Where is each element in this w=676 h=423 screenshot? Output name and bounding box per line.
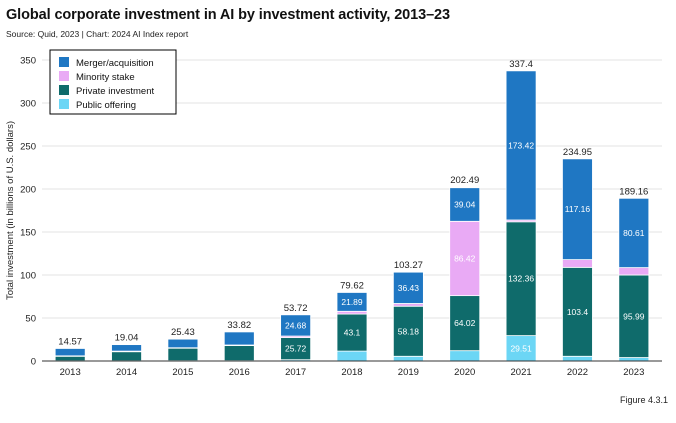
segment-value-label: 64.02 bbox=[454, 318, 476, 328]
legend-label: Private investment bbox=[76, 86, 155, 97]
bar-segment-merger-acquisition-2023 bbox=[618, 197, 650, 269]
bar-segment-private-investment-2016 bbox=[223, 345, 255, 362]
y-tick-label: 250 bbox=[20, 142, 36, 153]
bar-segment-merger-acquisition-2022 bbox=[562, 158, 593, 261]
bar-total-label: 189.16 bbox=[619, 186, 648, 197]
y-tick-label: 200 bbox=[20, 185, 36, 196]
x-tick-label: 2015 bbox=[172, 367, 193, 378]
bar-total-label: 103.27 bbox=[394, 260, 423, 271]
bar-total-label: 19.04 bbox=[115, 333, 139, 344]
bar-total-label: 33.82 bbox=[227, 320, 251, 331]
y-tick-label: 0 bbox=[31, 357, 36, 368]
bar-segment-private-investment-2021 bbox=[505, 221, 537, 337]
y-tick-label: 100 bbox=[20, 271, 36, 282]
bar-total-label: 25.43 bbox=[171, 327, 195, 338]
x-tick-label: 2022 bbox=[567, 367, 588, 378]
bar-segment-private-investment-2018 bbox=[336, 313, 368, 352]
legend-box bbox=[49, 49, 177, 115]
segment-value-label: 36.43 bbox=[398, 283, 420, 293]
legend-swatch-private-investment bbox=[59, 85, 69, 95]
x-tick-label: 2016 bbox=[229, 367, 250, 378]
bar-segment-public-offering-2019 bbox=[392, 355, 424, 362]
legend-swatch-public-offering bbox=[59, 99, 69, 109]
bar-total-label: 14.57 bbox=[58, 336, 82, 347]
bar-segment-private-investment-2014 bbox=[111, 351, 142, 362]
figure-label: Figure 4.3.1 bbox=[619, 395, 668, 405]
x-tick-label: 2018 bbox=[341, 367, 362, 378]
x-tick-label: 2014 bbox=[116, 367, 137, 378]
bar-segment-merger-acquisition-2015 bbox=[167, 338, 199, 349]
segment-value-label: 95.99 bbox=[623, 311, 645, 321]
bar-segment-merger-acquisition-2016 bbox=[223, 331, 255, 346]
bar-segment-private-investment-2022 bbox=[562, 266, 593, 357]
y-tick-label: 150 bbox=[20, 228, 36, 239]
legend-swatch-minority-stake bbox=[59, 71, 69, 81]
bar-segment-minority-stake-2018 bbox=[336, 310, 368, 315]
segment-value-label: 103.4 bbox=[567, 307, 589, 317]
bar-segment-public-offering-2020 bbox=[449, 350, 481, 362]
x-tick-label: 2023 bbox=[623, 367, 644, 378]
bar-segment-merger-acquisition-2019 bbox=[392, 271, 424, 304]
bar-total-label: 53.72 bbox=[284, 303, 308, 314]
segment-value-label: 117.16 bbox=[565, 204, 591, 214]
bar-segment-merger-acquisition-2021 bbox=[505, 70, 537, 221]
bar-segment-public-offering-2018 bbox=[336, 350, 368, 362]
bar-segment-minority-stake-2022 bbox=[562, 259, 593, 268]
bar-total-label: 202.49 bbox=[450, 175, 479, 186]
bar-segment-private-investment-2015 bbox=[167, 347, 199, 362]
bar-segment-private-investment-2023 bbox=[618, 274, 650, 358]
y-tick-label: 50 bbox=[25, 314, 36, 325]
segment-value-label: 173.42 bbox=[508, 140, 534, 150]
segment-value-label: 21.89 bbox=[341, 297, 363, 307]
segment-value-label: 80.61 bbox=[623, 228, 645, 238]
bar-total-label: 234.95 bbox=[563, 147, 592, 158]
bar-segment-minority-stake-2019 bbox=[392, 303, 424, 307]
segment-value-label: 132.36 bbox=[508, 274, 534, 284]
legend-label: Merger/acquisition bbox=[76, 58, 154, 69]
segment-value-label: 24.68 bbox=[285, 320, 307, 330]
y-tick-label: 300 bbox=[20, 99, 36, 110]
bar-segment-private-investment-2020 bbox=[449, 295, 481, 352]
x-tick-label: 2019 bbox=[398, 367, 419, 378]
y-axis-label: Total investment (in billions of U.S. do… bbox=[5, 121, 16, 300]
bar-segment-merger-acquisition-2013 bbox=[54, 348, 86, 357]
bar-segment-merger-acquisition-2020 bbox=[449, 187, 481, 222]
bar-segment-merger-acquisition-2014 bbox=[111, 344, 142, 352]
legend-swatch-merger-acquisition bbox=[59, 57, 69, 67]
segment-value-label: 43.1 bbox=[344, 328, 361, 338]
bar-segment-public-offering-2022 bbox=[562, 355, 593, 362]
chart-source: Source: Quid, 2023 | Chart: 2024 AI Inde… bbox=[6, 29, 189, 39]
y-tick-label: 350 bbox=[20, 56, 36, 67]
bar-segment-private-investment-2019 bbox=[392, 305, 424, 357]
bar-total-label: 337.4 bbox=[509, 59, 533, 70]
bar-segment-merger-acquisition-2017 bbox=[280, 314, 312, 337]
bar-segment-merger-acquisition-2018 bbox=[336, 292, 368, 312]
x-tick-label: 2020 bbox=[454, 367, 475, 378]
x-tick-label: 2021 bbox=[511, 367, 532, 378]
legend-label: Public offering bbox=[76, 100, 136, 111]
legend-label: Minority stake bbox=[76, 72, 135, 83]
segment-value-label: 39.04 bbox=[454, 200, 476, 210]
segment-value-label: 58.18 bbox=[398, 326, 420, 336]
bar-segment-public-offering-2023 bbox=[618, 357, 650, 362]
bar-total-label: 79.62 bbox=[340, 281, 364, 292]
chart-title: Global corporate investment in AI by inv… bbox=[6, 7, 450, 23]
x-tick-label: 2017 bbox=[285, 367, 306, 378]
x-tick-label: 2013 bbox=[60, 367, 81, 378]
bar-segment-private-investment-2013 bbox=[54, 355, 86, 362]
segment-value-label: 25.72 bbox=[285, 344, 307, 354]
bar-segment-minority-stake-2023 bbox=[618, 267, 650, 276]
segment-value-label: 29.51 bbox=[510, 343, 532, 353]
segment-value-label: 86.42 bbox=[454, 253, 476, 263]
